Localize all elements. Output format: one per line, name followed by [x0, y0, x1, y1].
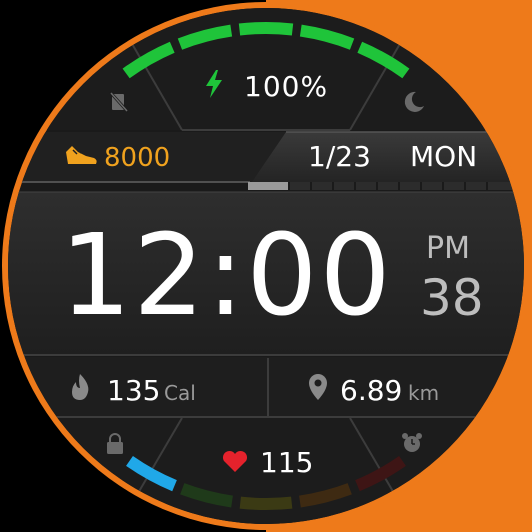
flame-icon [72, 374, 89, 400]
distance-value: 6.89 [340, 374, 402, 407]
battery-level-arc [122, 22, 410, 79]
battery-arc-segment [122, 41, 175, 79]
heart-zone-segment [239, 496, 293, 510]
no-disturb-icon[interactable] [108, 90, 130, 114]
steps-count: 8000 [104, 143, 170, 173]
time-hhmm: 12:00 [60, 211, 393, 341]
heart-zone-segment [126, 455, 177, 492]
lock-icon[interactable] [107, 433, 123, 454]
battery-arc-segment [238, 22, 294, 36]
battery-arc-segment [177, 24, 233, 50]
calories-value: 135 [107, 374, 160, 407]
alarm-clock-icon[interactable] [402, 433, 422, 452]
date-panel [252, 132, 524, 182]
heart-rate-arc [126, 455, 406, 510]
time-panel [8, 192, 524, 354]
ampm-indicator: PM [426, 231, 470, 266]
location-pin-icon [309, 374, 327, 400]
battery-arc-segment [357, 41, 410, 79]
battery-arc-segment [299, 24, 355, 50]
seconds-display: 38 [420, 269, 484, 327]
seconds-progress-ticks [248, 182, 524, 190]
calories-unit: Cal [164, 381, 196, 405]
weekday-text: MON [410, 140, 477, 173]
battery-percent: 100% [244, 70, 328, 103]
lightning-icon [206, 70, 222, 98]
heart-icon [222, 450, 248, 472]
distance-unit: km [408, 381, 439, 405]
date-text: 1/23 [308, 140, 371, 173]
heart-zone-segment [180, 483, 233, 508]
heart-rate-value: 115 [260, 446, 313, 479]
moon-icon[interactable] [404, 91, 424, 112]
heart-zone-segment [299, 483, 352, 508]
heart-zone-segment [355, 455, 406, 492]
shoe-icon [66, 146, 97, 164]
